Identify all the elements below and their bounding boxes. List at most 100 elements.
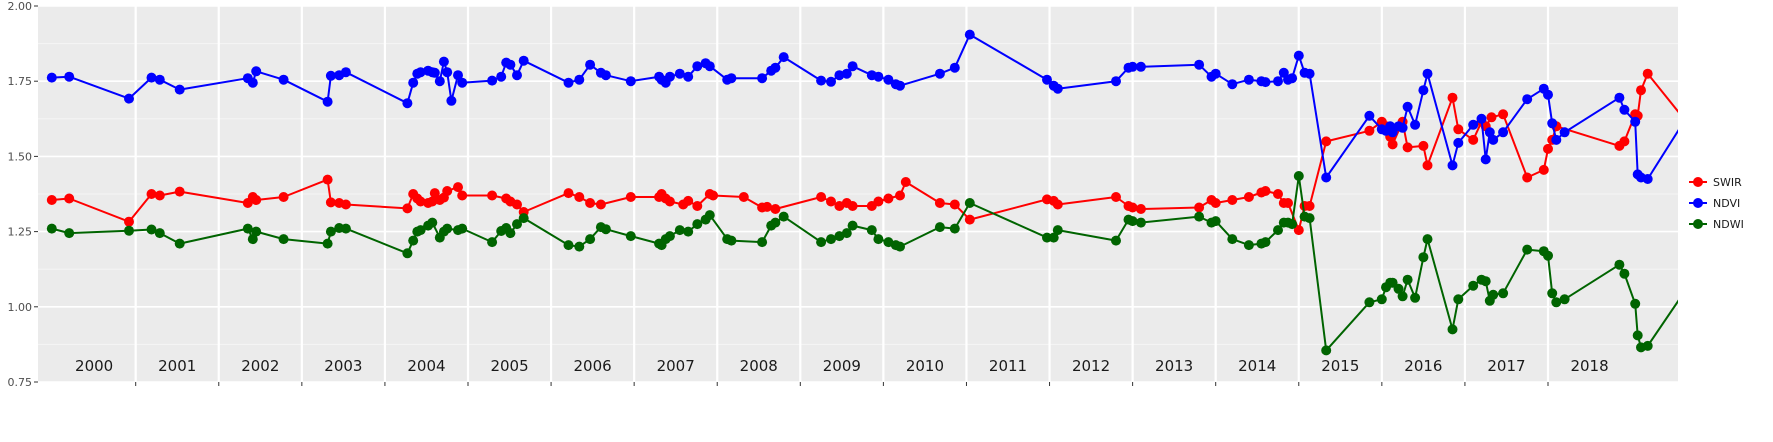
ndwi-point [826, 234, 836, 245]
ndvi-point [402, 98, 413, 109]
ndwi-point [1210, 216, 1221, 227]
y-tick-label: 1.00 [8, 301, 33, 314]
ndvi-point [826, 76, 836, 87]
ndwi-point [692, 219, 703, 230]
ndvi-point [600, 70, 611, 81]
swir-point [762, 201, 773, 212]
ndwi-point [873, 234, 884, 245]
swir-point [1468, 134, 1479, 145]
ndwi-point [1402, 274, 1413, 285]
swir-point [251, 195, 262, 205]
ndwi-point [1376, 294, 1387, 305]
ndvi-point [873, 71, 884, 82]
ndwi-point [174, 238, 185, 249]
swir-point [895, 190, 905, 201]
y-tick-label: 0.75 [8, 376, 33, 389]
swir-point [1418, 140, 1429, 151]
year-label: 2015 [1321, 357, 1359, 375]
swir-point [453, 182, 463, 193]
legend-key-point [1693, 177, 1703, 187]
y-axis: 0.75 1.00 1.25 1.50 1.75 2.00 [8, 0, 38, 389]
ndvi-point [692, 61, 703, 72]
swir-point [625, 192, 636, 202]
ndvi-point [1683, 111, 1693, 121]
ndwi-point [1135, 217, 1146, 228]
ndwi-point [600, 224, 611, 235]
swir-point [340, 199, 351, 210]
ndvi-point [1135, 61, 1146, 72]
year-labels: 2000 2001 2002 2003 2004 2005 2006 2007 2008 2009… [75, 357, 1609, 375]
ndwi-point [1683, 282, 1693, 292]
legend-label: NDVI [1713, 197, 1740, 210]
legend-item-ndwi: NDWI [1689, 218, 1744, 231]
ndwi-point [1686, 269, 1696, 279]
year-label: 2017 [1487, 357, 1525, 375]
ndwi-point [1364, 297, 1375, 308]
ndvi-point [1410, 119, 1421, 130]
ndwi-point [1111, 235, 1121, 246]
ndwi-point [1619, 268, 1630, 279]
swir-point [738, 192, 749, 202]
ndwi-point [340, 223, 351, 234]
swir-point [949, 199, 960, 210]
ndvi-point [46, 72, 57, 83]
ndvi-point [1260, 77, 1271, 88]
ndvi-point [251, 66, 262, 77]
ndvi-point [1397, 122, 1408, 133]
ndvi-point [841, 68, 852, 79]
ndwi-point [1273, 225, 1283, 236]
ndvi-point [757, 73, 768, 84]
y-tick-label: 1.75 [8, 75, 33, 88]
ndvi-point [934, 68, 945, 79]
year-label: 2010 [906, 357, 944, 375]
ndwi-point [1393, 283, 1404, 294]
ndwi-point [964, 198, 975, 208]
year-label: 2004 [407, 357, 445, 375]
swir-point [574, 192, 585, 202]
ndvi-point [1547, 118, 1558, 129]
ndvi-point [1042, 74, 1052, 85]
ndvi-point [438, 56, 449, 67]
swir-point [1111, 192, 1121, 202]
ndvi-point [278, 74, 289, 85]
ndwi-point [1551, 297, 1562, 308]
ndwi-point [1321, 345, 1332, 356]
ndwi-point [816, 237, 827, 248]
ndvi-point [1686, 99, 1696, 109]
ndwi-point [242, 223, 253, 234]
ndvi-point [1468, 119, 1479, 130]
swir-point [1402, 142, 1413, 153]
ndvi-point [487, 75, 498, 86]
ndvi-point [1619, 104, 1630, 115]
ndwi-point [934, 222, 945, 233]
ndwi-point [325, 226, 336, 237]
swir-point [1227, 195, 1238, 205]
ndwi-point [278, 234, 289, 245]
ndwi-point [1480, 276, 1491, 287]
ndwi-point [1559, 294, 1570, 305]
ndvi-point [1287, 73, 1298, 84]
ndwi-point [704, 210, 715, 221]
ndvi-point [674, 68, 685, 79]
series [46, 29, 1696, 356]
swir-point [1522, 172, 1533, 183]
ndwi-point [1632, 330, 1643, 341]
series-swir [46, 68, 1678, 236]
ndvi-point [453, 70, 463, 81]
ndwi-point [674, 225, 685, 236]
swir-point [664, 196, 675, 207]
ndvi-point [1111, 76, 1121, 87]
ndwi-point [1260, 237, 1271, 248]
swir-point [900, 177, 911, 187]
ndvi-point [442, 67, 453, 78]
ndwi-point [46, 223, 57, 234]
ndwi-point [1194, 211, 1205, 222]
swir-point [1304, 201, 1315, 211]
swir-point [1543, 143, 1553, 154]
ndvi-point [1476, 113, 1487, 124]
ndvi-point [1052, 83, 1063, 94]
swir-point [487, 190, 498, 201]
ndwi-point [847, 220, 858, 231]
ndvi-point [778, 52, 789, 63]
ndvi-point [895, 80, 905, 91]
